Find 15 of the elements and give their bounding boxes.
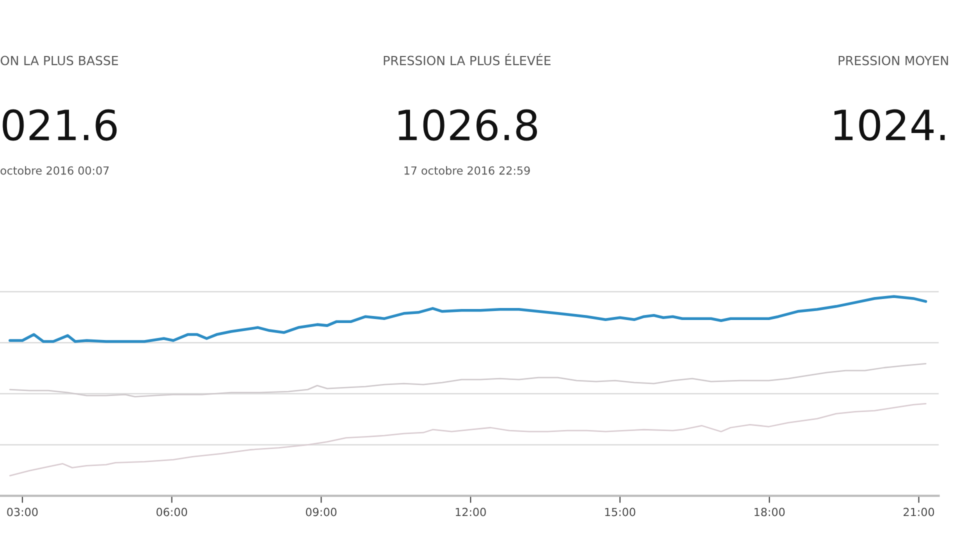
x-tick-label: 06:00 [156, 508, 188, 516]
text: octobre 2016 00:07 [0, 166, 109, 175]
x-tick-label: 21:00 [904, 508, 934, 516]
text: 1024. [834, 109, 945, 141]
x-tick-label: 18:00 [754, 508, 785, 516]
x-tick-label: 03:00 [7, 508, 38, 516]
text: PRESSION LA PLUS ÉLEVÉE [384, 54, 550, 66]
x-tick-label: 15:00 [605, 508, 636, 516]
x-tick-label: 09:00 [306, 508, 336, 516]
text: ON LA PLUS BASSE [0, 56, 118, 66]
x-tick-label: 12:00 [456, 508, 486, 516]
text: 1026.8 [398, 109, 538, 141]
text: PRESSION MOYEN [838, 56, 948, 66]
text: 17 octobre 2016 22:59 [404, 166, 530, 175]
text: 021.6 [2, 109, 117, 141]
